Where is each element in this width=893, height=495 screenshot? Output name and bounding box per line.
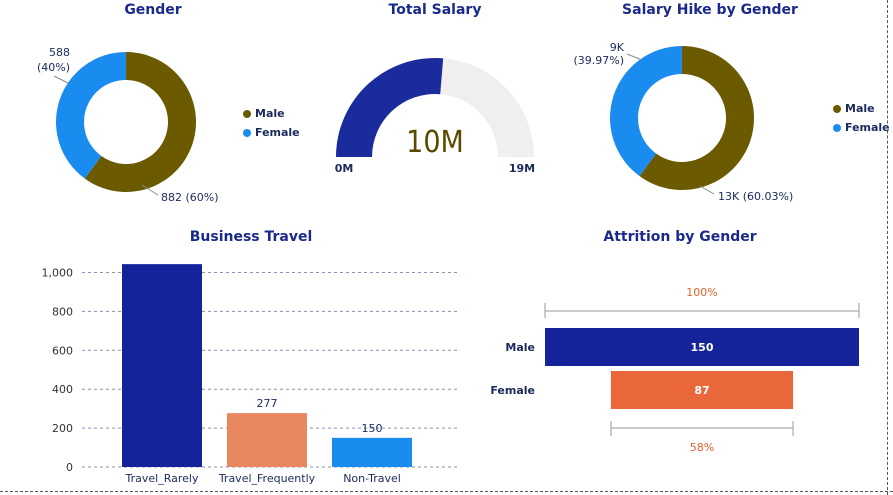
funnel-category-label: Female — [490, 384, 535, 397]
leader-line — [626, 53, 643, 61]
legend-label: Male — [845, 102, 875, 115]
data-label-female-value: 588 — [49, 46, 70, 59]
gauge-fill[interactable] — [336, 58, 444, 158]
data-label: 150 — [362, 422, 383, 435]
donut-slice-female[interactable] — [610, 46, 682, 177]
y-tick-label: 200 — [52, 422, 73, 435]
legend-dot-female — [833, 123, 841, 132]
business-travel-title: Business Travel — [189, 229, 313, 245]
attrition-funnel: 100% 150 Male 87 Female 58% — [490, 286, 860, 454]
frame-border-bottom — [0, 491, 893, 492]
gender-donut: 588 (40%) 882 (60%) — [37, 46, 219, 204]
x-tick-label: Travel_Frequently — [218, 472, 316, 485]
funnel-value: 87 — [694, 384, 709, 397]
data-label: 277 — [257, 397, 278, 410]
donut-slice-male[interactable] — [84, 52, 197, 193]
data-label-male: 13K (60.03%) — [718, 190, 793, 203]
gauge-value: 10M — [406, 125, 464, 160]
donut-slice-male[interactable] — [639, 46, 755, 191]
gauge-min-label: 0M — [335, 162, 354, 175]
salary-gauge: 10M 0M 19M — [335, 58, 535, 175]
leader-line — [699, 185, 715, 195]
legend-item-male[interactable]: Male — [833, 99, 890, 118]
legend-label: Female — [255, 126, 300, 139]
funnel-category-label: Male — [505, 341, 535, 354]
funnel-top-percent: 100% — [686, 286, 717, 299]
donut-slice-female[interactable] — [56, 52, 126, 179]
gender-chart-title: Gender — [124, 2, 182, 18]
y-tick-label: 0 — [66, 461, 73, 474]
gauge-max-label: 19M — [509, 162, 535, 175]
data-label-female-pct: (39.97%) — [573, 54, 624, 67]
y-tick-label: 800 — [52, 305, 73, 318]
business-travel-chart: 0 200 400 600 800 1,000 Travel_Rarely Travel_Fr… — [42, 264, 460, 485]
y-tick-label: 1,000 — [42, 267, 74, 280]
attrition-title: Attrition by Gender — [603, 229, 757, 245]
funnel-bar-female[interactable] — [610, 371, 794, 409]
funnel-bottom-percent: 58% — [690, 441, 714, 454]
gender-legend: Male Female — [243, 104, 300, 142]
salary-hike-donut: 9K (39.97%) 13K (60.03%) — [573, 41, 793, 203]
salary-hike-legend: Male Female — [833, 99, 890, 137]
legend-item-male[interactable]: Male — [243, 104, 300, 123]
data-label-female-pct: (40%) — [37, 61, 70, 74]
legend-item-female[interactable]: Female — [833, 118, 890, 137]
legend-dot-male — [243, 109, 251, 118]
bar-travel-frequently[interactable] — [227, 413, 307, 467]
data-label-male: 882 (60%) — [161, 191, 219, 204]
legend-label: Male — [255, 107, 285, 120]
funnel-bar-male[interactable] — [545, 328, 859, 366]
x-tick-label: Travel_Rarely — [125, 472, 199, 485]
legend-label: Female — [845, 121, 890, 134]
x-tick-label: Non-Travel — [343, 472, 401, 485]
y-tick-label: 400 — [52, 383, 73, 396]
leader-line — [53, 75, 69, 84]
data-label-female-value: 9K — [610, 41, 625, 54]
bar-non-travel[interactable] — [332, 437, 412, 467]
bar-travel-rarely[interactable] — [122, 264, 202, 467]
total-salary-title: Total Salary — [388, 2, 482, 18]
funnel-value: 150 — [691, 341, 714, 354]
legend-dot-female — [243, 128, 251, 137]
salary-hike-title: Salary Hike by Gender — [622, 2, 798, 18]
y-tick-label: 600 — [52, 344, 73, 357]
frame-border-right — [887, 0, 888, 495]
legend-item-female[interactable]: Female — [243, 123, 300, 142]
legend-dot-male — [833, 104, 841, 113]
leader-line — [141, 184, 159, 196]
